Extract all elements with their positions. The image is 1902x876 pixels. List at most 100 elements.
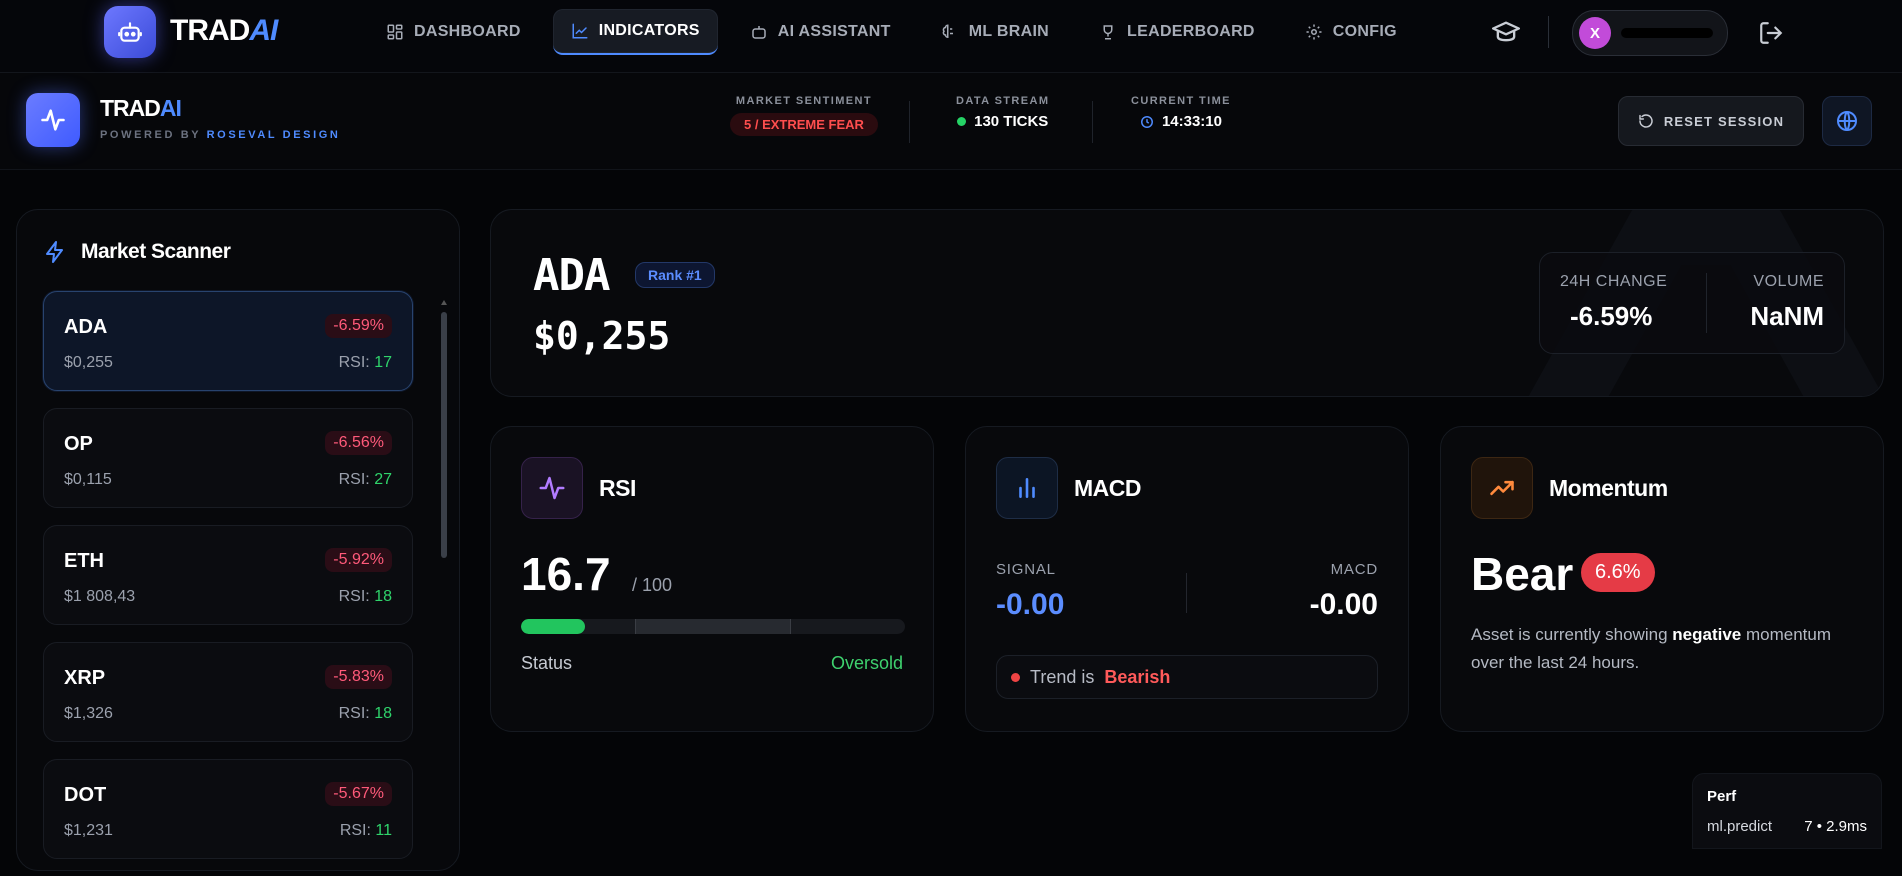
- activity-icon: [539, 476, 565, 500]
- brand-name: TRADAI: [170, 14, 278, 47]
- change-badge: -5.92%: [325, 548, 392, 572]
- logout-icon[interactable]: [1758, 20, 1784, 46]
- nav-item-dashboard[interactable]: DASHBOARD: [368, 10, 539, 54]
- perf-metric-value: 7 • 2.9ms: [1804, 818, 1867, 835]
- change-badge: -5.83%: [325, 665, 392, 689]
- nav-divider: [1548, 16, 1549, 48]
- change-badge: -6.56%: [325, 431, 392, 455]
- top-nav: TRADAI DASHBOARD INDICATORS AI ASSISTANT…: [0, 0, 1902, 73]
- rsi-fill: [521, 619, 586, 634]
- robot-icon: [752, 26, 766, 39]
- chart-line-icon: [572, 23, 588, 39]
- grid-icon: [387, 24, 403, 40]
- brand-logo[interactable]: [104, 6, 156, 58]
- nav-item-config[interactable]: CONFIG: [1287, 10, 1415, 54]
- rsi-icon-box: [521, 457, 583, 519]
- nav-item-leaderboard[interactable]: LEADERBOARD: [1081, 10, 1273, 54]
- bar-chart-icon: [1019, 478, 1035, 498]
- change-badge: -6.59%: [325, 314, 392, 338]
- data-stream: DATA STREAM 130 TICKS: [956, 95, 1050, 130]
- rsi-card: RSI 16.7 / 100 Status Oversold: [490, 426, 934, 732]
- clock-icon: [1140, 115, 1153, 128]
- macd-icon-box: [996, 457, 1058, 519]
- nav-menu: DASHBOARD INDICATORS AI ASSISTANT ML BRA…: [368, 9, 1429, 55]
- asset-stats: 24H CHANGE -6.59% VOLUME NaNM: [1539, 252, 1845, 354]
- market-scanner: Market Scanner ADA -6.59% $0,255 RSI: 17…: [16, 209, 460, 871]
- rsi-title: RSI: [599, 475, 636, 501]
- live-dot-icon: [957, 117, 967, 126]
- coin-card-dot[interactable]: DOT -5.67% $1,231 RSI: 11: [43, 759, 413, 859]
- divider: [909, 101, 910, 143]
- powered-by: POWERED BY ROSEVAL DESIGN: [100, 129, 341, 141]
- reset-session-button[interactable]: RESET SESSION: [1618, 96, 1804, 146]
- coin-card-ada[interactable]: ADA -6.59% $0,255 RSI: 17: [43, 291, 413, 391]
- nav-item-label: LEADERBOARD: [1127, 23, 1255, 40]
- nav-item-label: ML BRAIN: [968, 23, 1050, 40]
- momentum-state: Bear: [1471, 548, 1574, 600]
- macd-card: MACD SIGNAL -0.00 MACD -0.00 Trend is Be…: [965, 426, 1409, 732]
- scroll-up-icon[interactable]: [441, 300, 447, 305]
- nav-item-label: INDICATORS: [598, 22, 700, 39]
- change-badge: -5.67%: [325, 782, 392, 806]
- rsi-neutral-zone: [635, 619, 791, 634]
- trophy-icon: [1103, 25, 1113, 40]
- activity-icon: [41, 109, 65, 131]
- divider: [1092, 101, 1093, 143]
- divider: [1186, 573, 1187, 613]
- trending-up-icon: [1490, 480, 1514, 496]
- momentum-title: Momentum: [1549, 475, 1668, 501]
- pulse-logo: [26, 93, 80, 147]
- nav-item-ai-assistant[interactable]: AI ASSISTANT: [732, 10, 909, 54]
- momentum-description: Asset is currently showing negative mome…: [1471, 625, 1832, 672]
- bearish-dot-icon: [1011, 672, 1020, 682]
- current-time: CURRENT TIME 14:33:10: [1131, 95, 1231, 130]
- nav-item-label: DASHBOARD: [414, 23, 521, 40]
- brain-icon: [942, 24, 953, 39]
- rsi-gauge: [521, 619, 905, 634]
- scanner-scrollbar[interactable]: [441, 300, 447, 760]
- scanner-title: Market Scanner: [81, 240, 231, 263]
- divider: [1706, 273, 1707, 333]
- trend-value: Bearish: [1104, 666, 1171, 687]
- nav-item-label: CONFIG: [1332, 23, 1397, 40]
- rsi-status-label: Status: [521, 653, 573, 673]
- rank-badge: Rank #1: [635, 262, 715, 288]
- volume-value: NaNM: [1750, 301, 1824, 331]
- session-header: TRADAI POWERED BY ROSEVAL DESIGN MARKET …: [0, 73, 1902, 170]
- coin-card-xrp[interactable]: XRP -5.83% $1,326 RSI: 18: [43, 642, 413, 742]
- coin-list: ADA -6.59% $0,255 RSI: 17 OP -6.56% $0,1…: [43, 291, 415, 876]
- sentiment-badge: 5 / EXTREME FEAR: [730, 113, 878, 136]
- momentum-badge: 6.6%: [1581, 553, 1655, 592]
- asset-summary-card: ADA Rank #1 $0,255 24H CHANGE -6.59% VOL…: [490, 209, 1884, 397]
- nav-item-ml-brain[interactable]: ML BRAIN: [923, 10, 1067, 54]
- coin-card-op[interactable]: OP -6.56% $0,115 RSI: 27: [43, 408, 413, 508]
- refresh-icon: [1639, 114, 1653, 128]
- language-button[interactable]: [1822, 96, 1872, 146]
- robot-icon: [118, 22, 142, 42]
- macd-value: -0.00: [1309, 588, 1378, 621]
- rsi-status-value: Oversold: [830, 653, 903, 673]
- lightning-icon: [46, 241, 63, 263]
- gear-icon: [1306, 24, 1322, 40]
- redacted-user-name: [1621, 28, 1713, 38]
- nav-item-indicators[interactable]: INDICATORS: [552, 9, 718, 55]
- change-value: -6.59%: [1570, 301, 1653, 331]
- rsi-max: / 100: [632, 575, 673, 595]
- graduation-cap-icon[interactable]: [1492, 20, 1520, 44]
- signal-stat: SIGNAL -0.00: [996, 561, 1065, 621]
- perf-title: Perf: [1707, 788, 1737, 805]
- macd-stat: MACD -0.00: [1309, 561, 1378, 621]
- avatar: X: [1579, 17, 1611, 49]
- momentum-icon-box: [1471, 457, 1533, 519]
- trend-indicator: Trend is Bearish: [996, 655, 1378, 699]
- perf-widget: Perf ml.predict 7 • 2.9ms: [1692, 773, 1882, 849]
- globe-icon: [1837, 111, 1857, 131]
- user-menu[interactable]: X: [1572, 10, 1728, 56]
- scroll-thumb[interactable]: [441, 312, 447, 558]
- momentum-card: Momentum Bear 6.6% Asset is currently sh…: [1440, 426, 1884, 732]
- market-sentiment: MARKET SENTIMENT 5 / EXTREME FEAR: [730, 95, 878, 136]
- signal-value: -0.00: [996, 588, 1065, 621]
- asset-price: $0,255: [533, 314, 671, 358]
- nav-item-label: AI ASSISTANT: [777, 23, 891, 40]
- coin-card-eth[interactable]: ETH -5.92% $1 808,43 RSI: 18: [43, 525, 413, 625]
